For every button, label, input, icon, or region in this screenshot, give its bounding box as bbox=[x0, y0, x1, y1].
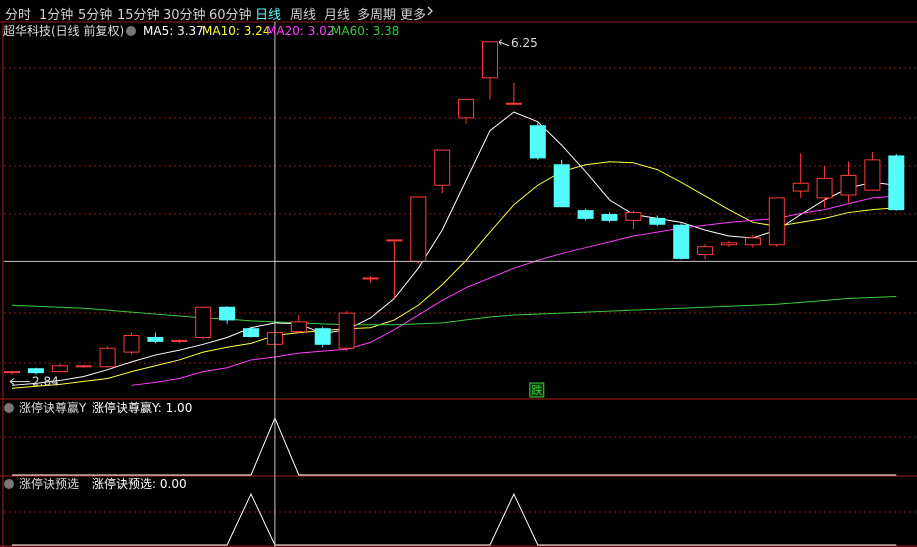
menu-icon[interactable] bbox=[126, 26, 136, 36]
candle-body bbox=[482, 41, 498, 79]
legend-value: 1.00 bbox=[165, 401, 193, 415]
legend-item: MA203.02 bbox=[266, 24, 334, 38]
toolbar-item[interactable]: 周线 bbox=[290, 8, 317, 23]
indicator-line bbox=[12, 416, 897, 476]
legend-name: MA20 bbox=[266, 24, 308, 38]
candle-body bbox=[219, 306, 236, 321]
candle-body bbox=[840, 174, 857, 196]
candle-body bbox=[768, 197, 785, 246]
candle-body bbox=[577, 210, 594, 219]
ma-line bbox=[11, 161, 897, 389]
toolbar-item[interactable]: 30分钟 bbox=[163, 8, 206, 23]
chart-title: 超华科技(日线 前复权) bbox=[3, 24, 125, 38]
legend-name: MA5 bbox=[143, 24, 177, 38]
candle-body bbox=[553, 164, 570, 208]
legend-name: MA60 bbox=[331, 24, 373, 38]
candle-body bbox=[458, 98, 475, 119]
candle-body bbox=[195, 306, 212, 338]
menu-icon[interactable] bbox=[4, 479, 14, 489]
menu-icon[interactable] bbox=[4, 403, 14, 413]
candle-body bbox=[888, 155, 905, 211]
legend-item: MA103.24 bbox=[202, 24, 270, 38]
candle-body bbox=[386, 239, 403, 242]
candle-body bbox=[338, 312, 355, 349]
candle-body bbox=[147, 336, 164, 342]
candle-body bbox=[51, 365, 68, 373]
toolbar-item[interactable]: 更多 bbox=[400, 8, 427, 23]
ma-lines bbox=[11, 111, 897, 389]
candle-body bbox=[171, 339, 188, 342]
arrow bbox=[9, 378, 30, 385]
legend-item: MA603.38 bbox=[331, 24, 399, 38]
toolbar-item[interactable]: 多周期 bbox=[357, 8, 397, 23]
candle-body bbox=[434, 149, 451, 186]
candle-body bbox=[314, 328, 331, 345]
candle-body bbox=[505, 102, 522, 105]
candle-body bbox=[75, 365, 92, 368]
signal-label: 跌 bbox=[531, 383, 542, 397]
legend-value: 3.38 bbox=[372, 24, 400, 38]
legend-value: 3.02 bbox=[307, 24, 335, 38]
legend-value: 3.24 bbox=[243, 24, 271, 38]
ma-line bbox=[11, 295, 897, 326]
panel-title: 涨停诀尊赢Y bbox=[19, 401, 87, 415]
candle-body bbox=[4, 371, 20, 374]
legend-value: 3.37 bbox=[177, 24, 204, 38]
legend-item: 涨停诀预选0.00 bbox=[92, 477, 187, 491]
candle-body bbox=[27, 368, 44, 374]
ma-line bbox=[11, 111, 897, 386]
candle-body bbox=[362, 277, 379, 280]
legend-item: 涨停诀尊赢Y1.00 bbox=[92, 401, 192, 415]
toolbar-item[interactable]: 5分钟 bbox=[78, 8, 113, 23]
arrow bbox=[498, 39, 510, 47]
signal-box bbox=[529, 382, 545, 398]
toolbar-item[interactable]: 1分钟 bbox=[39, 8, 74, 23]
candle-body bbox=[792, 182, 809, 192]
toolbar-item[interactable]: 分时 bbox=[5, 8, 32, 23]
candle-body bbox=[673, 224, 690, 259]
legend-name: MA10 bbox=[202, 24, 244, 38]
toolbar-item[interactable]: 日线 bbox=[255, 8, 282, 23]
toolbar-item[interactable]: 60分钟 bbox=[209, 8, 252, 23]
low-label: 2.84 bbox=[32, 375, 59, 389]
high-label: 6.25 bbox=[511, 36, 538, 50]
legend-item: MA53.37 bbox=[143, 24, 204, 38]
candle-body bbox=[410, 196, 427, 262]
legend-name: 涨停诀预选 bbox=[92, 477, 160, 491]
toolbar-item[interactable]: 月线 bbox=[324, 8, 351, 23]
candle-body bbox=[649, 217, 666, 225]
panel-title: 涨停诀预选 bbox=[19, 477, 80, 491]
candle-body bbox=[625, 212, 642, 221]
candle-body bbox=[99, 347, 116, 368]
indicator-line bbox=[12, 492, 897, 546]
candle-body bbox=[601, 214, 618, 221]
candle-body bbox=[529, 125, 546, 159]
candle-body bbox=[123, 335, 140, 353]
candle-body bbox=[697, 246, 714, 256]
candle-body bbox=[290, 321, 307, 333]
toolbar-item[interactable]: 15分钟 bbox=[117, 8, 160, 23]
legend-value: 0.00 bbox=[159, 477, 187, 491]
legend-name: 涨停诀尊赢Y bbox=[92, 401, 166, 415]
main-grid bbox=[4, 67, 917, 513]
candle-body bbox=[243, 328, 259, 338]
candle-body bbox=[721, 242, 737, 246]
candle-body bbox=[864, 159, 881, 191]
candle-body bbox=[816, 177, 833, 199]
candle-body bbox=[744, 237, 761, 246]
chevron[interactable] bbox=[427, 6, 433, 16]
